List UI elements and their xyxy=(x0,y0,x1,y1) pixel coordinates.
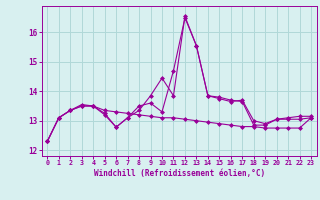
X-axis label: Windchill (Refroidissement éolien,°C): Windchill (Refroidissement éolien,°C) xyxy=(94,169,265,178)
